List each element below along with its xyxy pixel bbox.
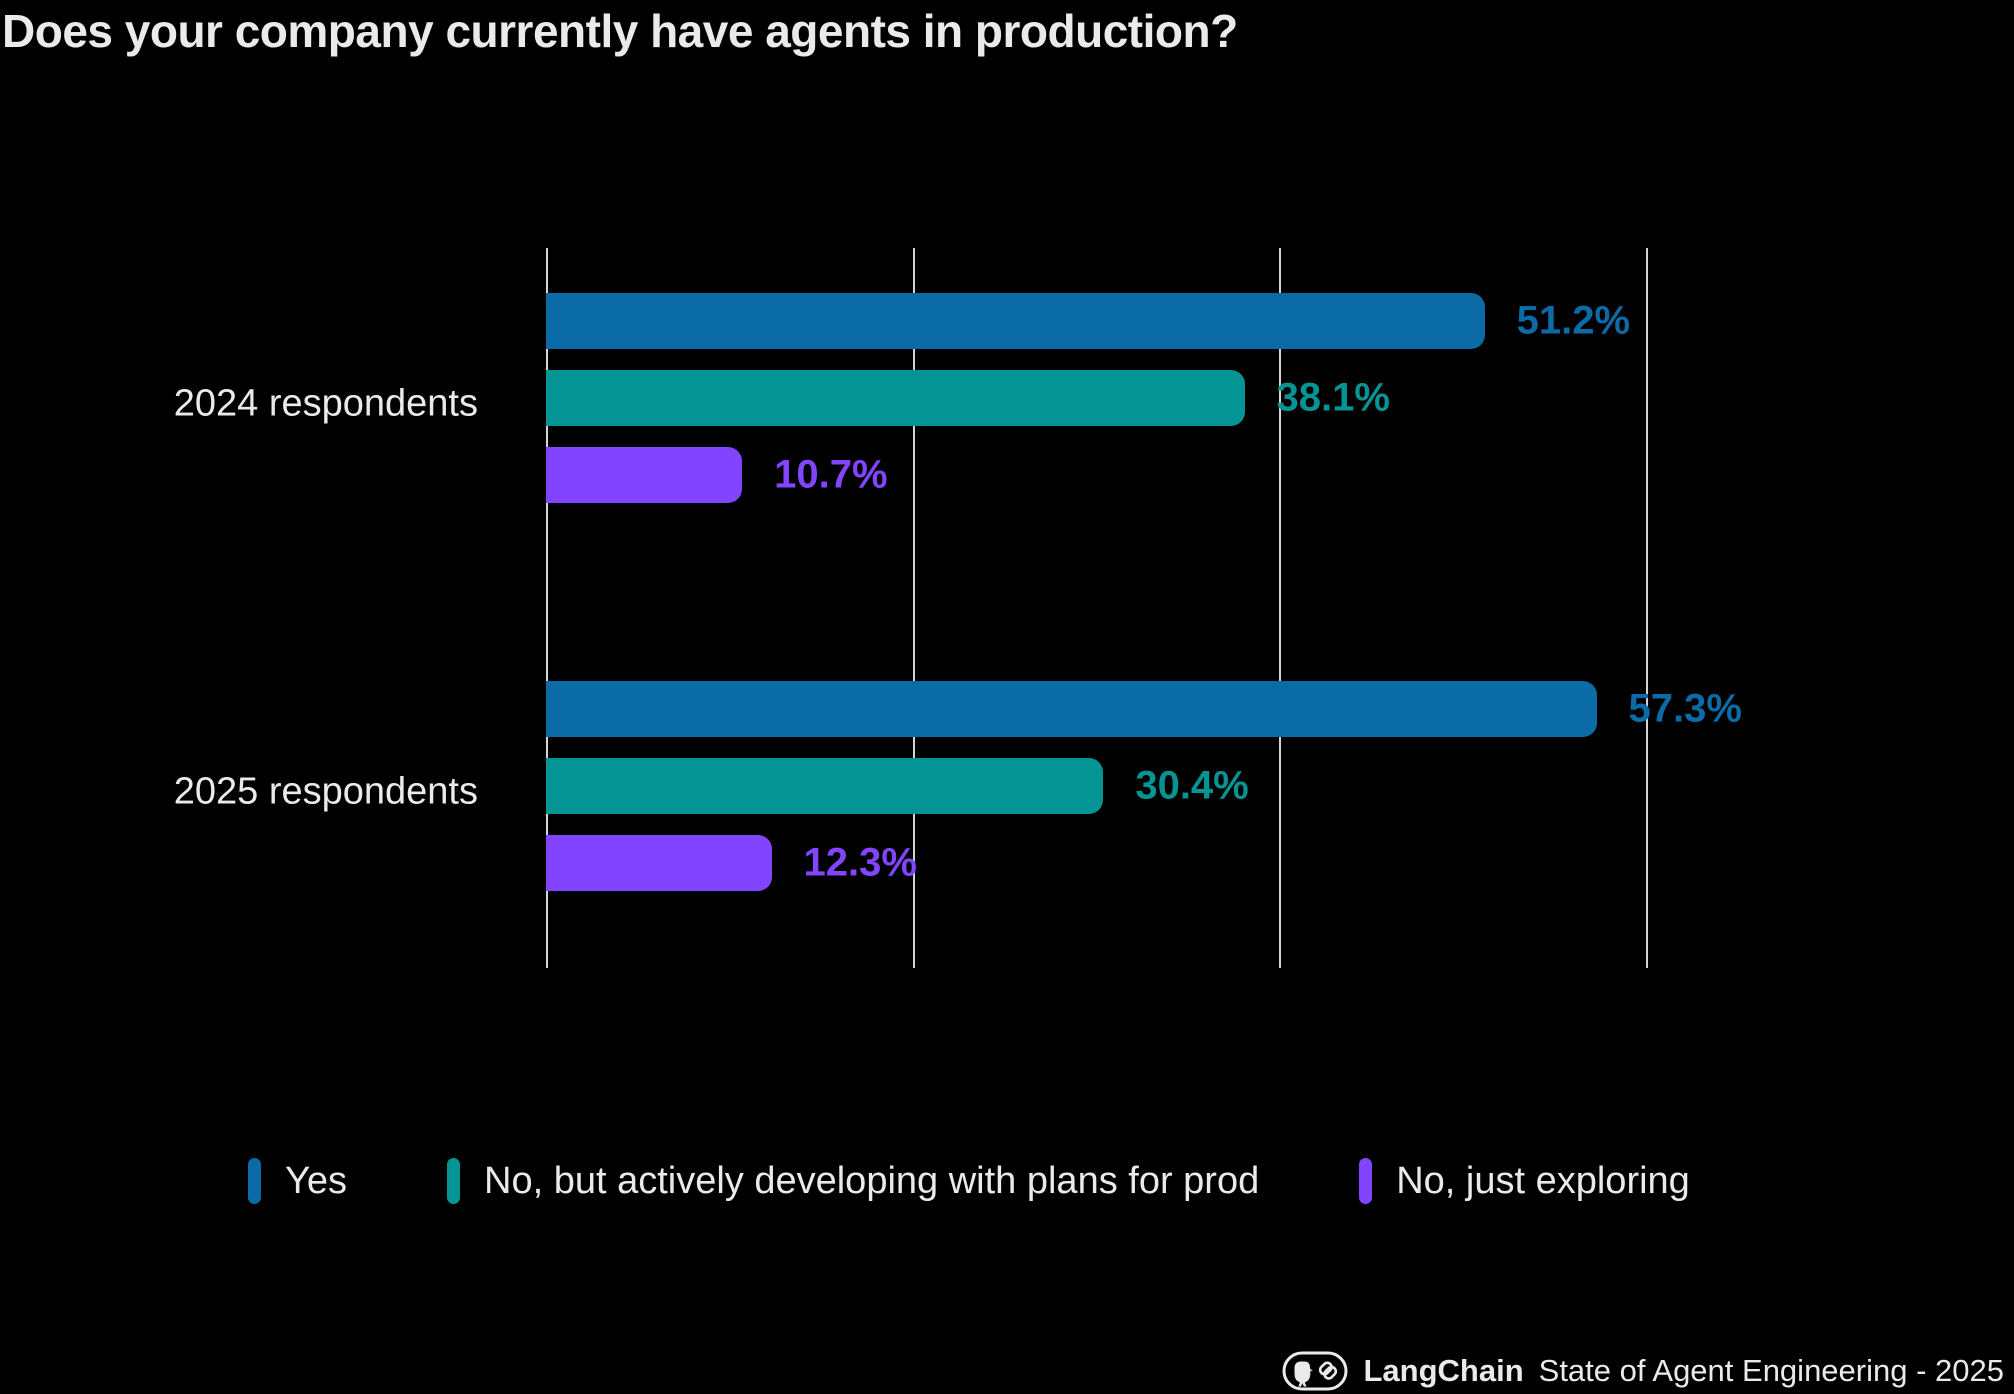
footer: LangChain State of Agent Engineering - 2… (1282, 1350, 2004, 1392)
value-label: 38.1% (1276, 375, 1390, 420)
bar-2025-no-just-exploring (546, 835, 772, 891)
bar-2024-no-but-actively-developing-with-plans-for-prod (546, 370, 1245, 426)
value-label: 57.3% (1628, 686, 1742, 731)
legend-item-yes: Yes (248, 1158, 347, 1204)
legend-label: Yes (285, 1159, 347, 1202)
bar-row: 10.7% (546, 447, 1756, 503)
category-label-2025: 2025 respondents (173, 770, 478, 813)
value-label: 10.7% (774, 452, 888, 497)
legend-swatch-icon (248, 1158, 261, 1204)
bar-2024-no-just-exploring (546, 447, 743, 503)
legend-label: No, just exploring (1396, 1159, 1690, 1202)
value-label: 30.4% (1135, 763, 1249, 808)
bar-group-2025: 2025 respondents 57.3% 30.4% 12.3% (174, 681, 1756, 903)
plot-area: 2024 respondents 51.2% 38.1% 10.7% 2025 resp… (174, 248, 1756, 968)
bar-2024-yes (546, 293, 1485, 349)
category-label-2024: 2024 respondents (173, 382, 478, 425)
bar-2025-yes (546, 681, 1597, 737)
gridline-0-percent (546, 248, 548, 968)
chart-title: Does your company currently have agents … (2, 5, 1238, 57)
bar-row: 51.2% (546, 293, 1756, 349)
legend-label: No, but actively developing with plans f… (484, 1159, 1260, 1202)
legend: Yes No, but actively developing with plan… (248, 1158, 1690, 1204)
legend-item-no-but-actively-developing-with-plans-for-prod: No, but actively developing with plans f… (447, 1158, 1259, 1204)
gridline-40-percent (1279, 248, 1282, 968)
value-label: 12.3% (803, 840, 917, 885)
legend-swatch-icon (1359, 1158, 1373, 1204)
footer-brand: LangChain (1363, 1353, 1524, 1388)
footer-caption: State of Agent Engineering - 2025 (1538, 1353, 2004, 1388)
legend-swatch-icon (447, 1158, 460, 1204)
gridline-60-percent (1646, 248, 1648, 968)
parrot-icon (1294, 1361, 1314, 1387)
langchain-logo-icon (1282, 1351, 1348, 1391)
chain-link-icon (1319, 1361, 1338, 1380)
bar-row: 30.4% (546, 758, 1756, 814)
bar-row: 38.1% (546, 370, 1756, 426)
bar-group-2024: 2024 respondents 51.2% 38.1% 10.7% (174, 293, 1756, 515)
bar-row: 57.3% (546, 681, 1756, 737)
bar-2025-no-but-actively-developing-with-plans-for-prod (546, 758, 1104, 814)
value-label: 51.2% (1516, 298, 1631, 343)
bar-row: 12.3% (546, 835, 1756, 891)
gridline-20-percent (912, 248, 915, 968)
legend-item-no-just-exploring: No, just exploring (1359, 1158, 1690, 1204)
